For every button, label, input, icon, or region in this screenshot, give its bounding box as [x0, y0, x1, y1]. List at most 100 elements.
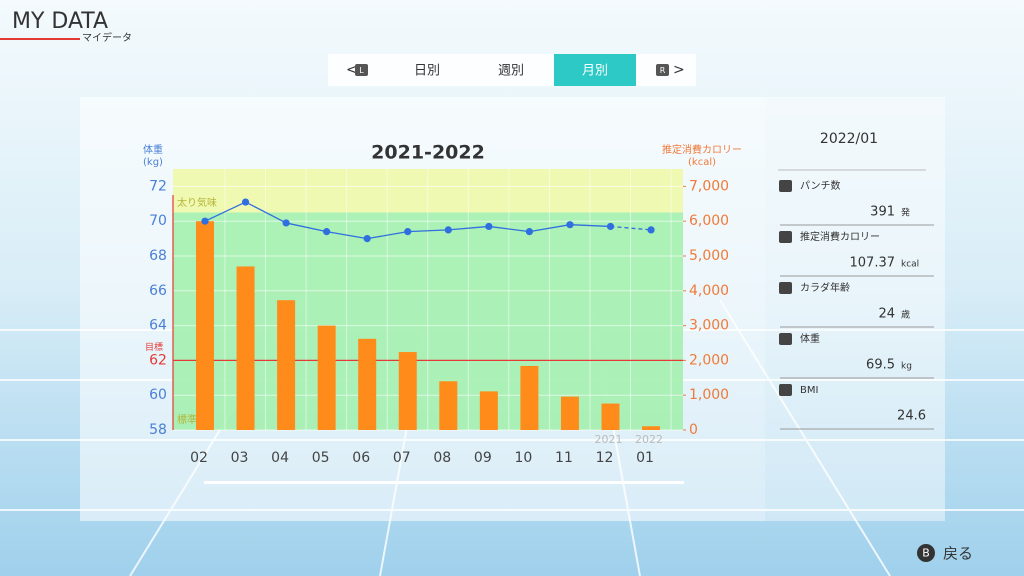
stat-value: 107.37	[850, 256, 896, 271]
stat-label: 推定消費カロリー	[800, 230, 880, 243]
b-button-icon	[917, 544, 935, 562]
l-button-icon	[355, 64, 368, 76]
x-tick-label: 11	[555, 450, 573, 466]
line-point	[566, 221, 574, 229]
line-segment	[367, 230, 408, 240]
y2-tick-label: 4,000	[689, 283, 729, 299]
stat-unit: kg	[901, 362, 912, 372]
scrollbar	[204, 481, 684, 484]
x-tick-label: 07	[393, 450, 411, 466]
line-segment	[285, 222, 327, 233]
target-label: 目標	[145, 341, 163, 353]
y-tick-label: 64	[149, 318, 167, 334]
bar	[358, 338, 377, 430]
line-segment	[204, 201, 246, 222]
line-segment	[488, 225, 530, 233]
line-segment	[245, 201, 287, 224]
y-axis-label: 体重	[143, 143, 163, 156]
stat-icon	[779, 282, 792, 294]
x-tick-label: 05	[312, 450, 330, 466]
line-point	[485, 222, 493, 231]
year-label: 2021	[595, 433, 623, 446]
stat-icon	[779, 333, 792, 345]
line-point	[606, 222, 615, 231]
stat-value: 24.6	[897, 409, 926, 424]
x-tick-label: 03	[231, 450, 249, 466]
line-point	[444, 226, 452, 234]
line-point	[647, 226, 655, 234]
tab[interactable]: 日別	[414, 64, 440, 79]
y-tick-label: 66	[149, 283, 167, 299]
stat-label: パンチ数	[800, 179, 841, 192]
zone-label: 太り気味	[177, 196, 217, 209]
x-tick-label: 02	[190, 450, 208, 466]
y-tick-label: 68	[149, 248, 167, 264]
y2-tick-label: 1,000	[689, 387, 729, 403]
stat-value: 69.5	[866, 358, 895, 373]
y-tick-label: 70	[149, 213, 167, 229]
bar	[520, 365, 539, 430]
l-button[interactable]: L	[359, 66, 364, 75]
tab-next-arrow: >	[673, 62, 685, 78]
x-tick-label: 10	[514, 450, 532, 466]
bar	[479, 391, 498, 430]
header-subtitle: マイデータ	[82, 31, 132, 44]
line-segment	[529, 224, 571, 233]
sidebar-panel	[765, 97, 945, 521]
y2-axis-label: 推定消費カロリー	[662, 143, 742, 156]
y2-axis-label: (kcal)	[688, 157, 716, 168]
bar	[601, 403, 620, 430]
bar	[439, 381, 458, 430]
x-tick-label: 08	[433, 450, 451, 466]
y2-tick-label: 7,000	[689, 178, 729, 194]
bar	[642, 426, 661, 430]
x-tick-label: 01	[636, 450, 654, 466]
line-point	[404, 228, 412, 236]
stat-label: BMI	[800, 385, 818, 396]
tab-bar: < L 日別 週別 月別 R >	[328, 54, 696, 86]
y-tick-label: 62	[149, 352, 167, 368]
tab-prev-arrow: <	[346, 62, 358, 78]
back-label[interactable]: 戻る	[943, 545, 973, 563]
stat-unit: 発	[901, 207, 910, 219]
line-point	[282, 219, 290, 227]
x-tick-label: 09	[474, 450, 492, 466]
line-point	[323, 228, 331, 236]
y-tick-label: 58	[149, 422, 167, 438]
line-segment	[407, 229, 449, 233]
x-tick-label: 04	[271, 450, 289, 466]
bar	[398, 352, 417, 430]
r-button-icon	[656, 64, 669, 76]
stat-unit: kcal	[901, 260, 919, 270]
b-button[interactable]: B	[922, 547, 930, 560]
stat-icon	[779, 384, 792, 396]
line-point	[525, 228, 534, 236]
line-segment	[448, 225, 489, 231]
tab-active-bg	[554, 54, 636, 86]
bar	[277, 300, 296, 430]
x-tick-label: 06	[352, 450, 370, 466]
line-point	[201, 217, 209, 225]
bar	[236, 266, 255, 430]
stat-icon	[779, 180, 792, 192]
stat-label: カラダ年齢	[800, 281, 850, 294]
bar	[317, 325, 336, 430]
tab-active[interactable]: 月別	[582, 64, 608, 79]
line-segment	[569, 224, 611, 228]
year-label: 2022	[635, 433, 663, 446]
y2-tick-label: 3,000	[689, 318, 729, 334]
zone-label: 標準	[177, 413, 197, 426]
stat-value: 391	[870, 205, 895, 220]
stat-label: 体重	[800, 332, 820, 345]
line-point	[363, 235, 371, 243]
y-tick-label: 72	[149, 178, 167, 194]
y2-tick-label: 5,000	[689, 248, 729, 264]
r-button[interactable]: R	[660, 66, 666, 75]
tab[interactable]: 週別	[498, 64, 524, 79]
y-tick-label: 60	[149, 387, 167, 403]
y2-tick-label: 6,000	[689, 213, 729, 229]
bar	[196, 221, 214, 430]
line-point	[241, 198, 250, 206]
